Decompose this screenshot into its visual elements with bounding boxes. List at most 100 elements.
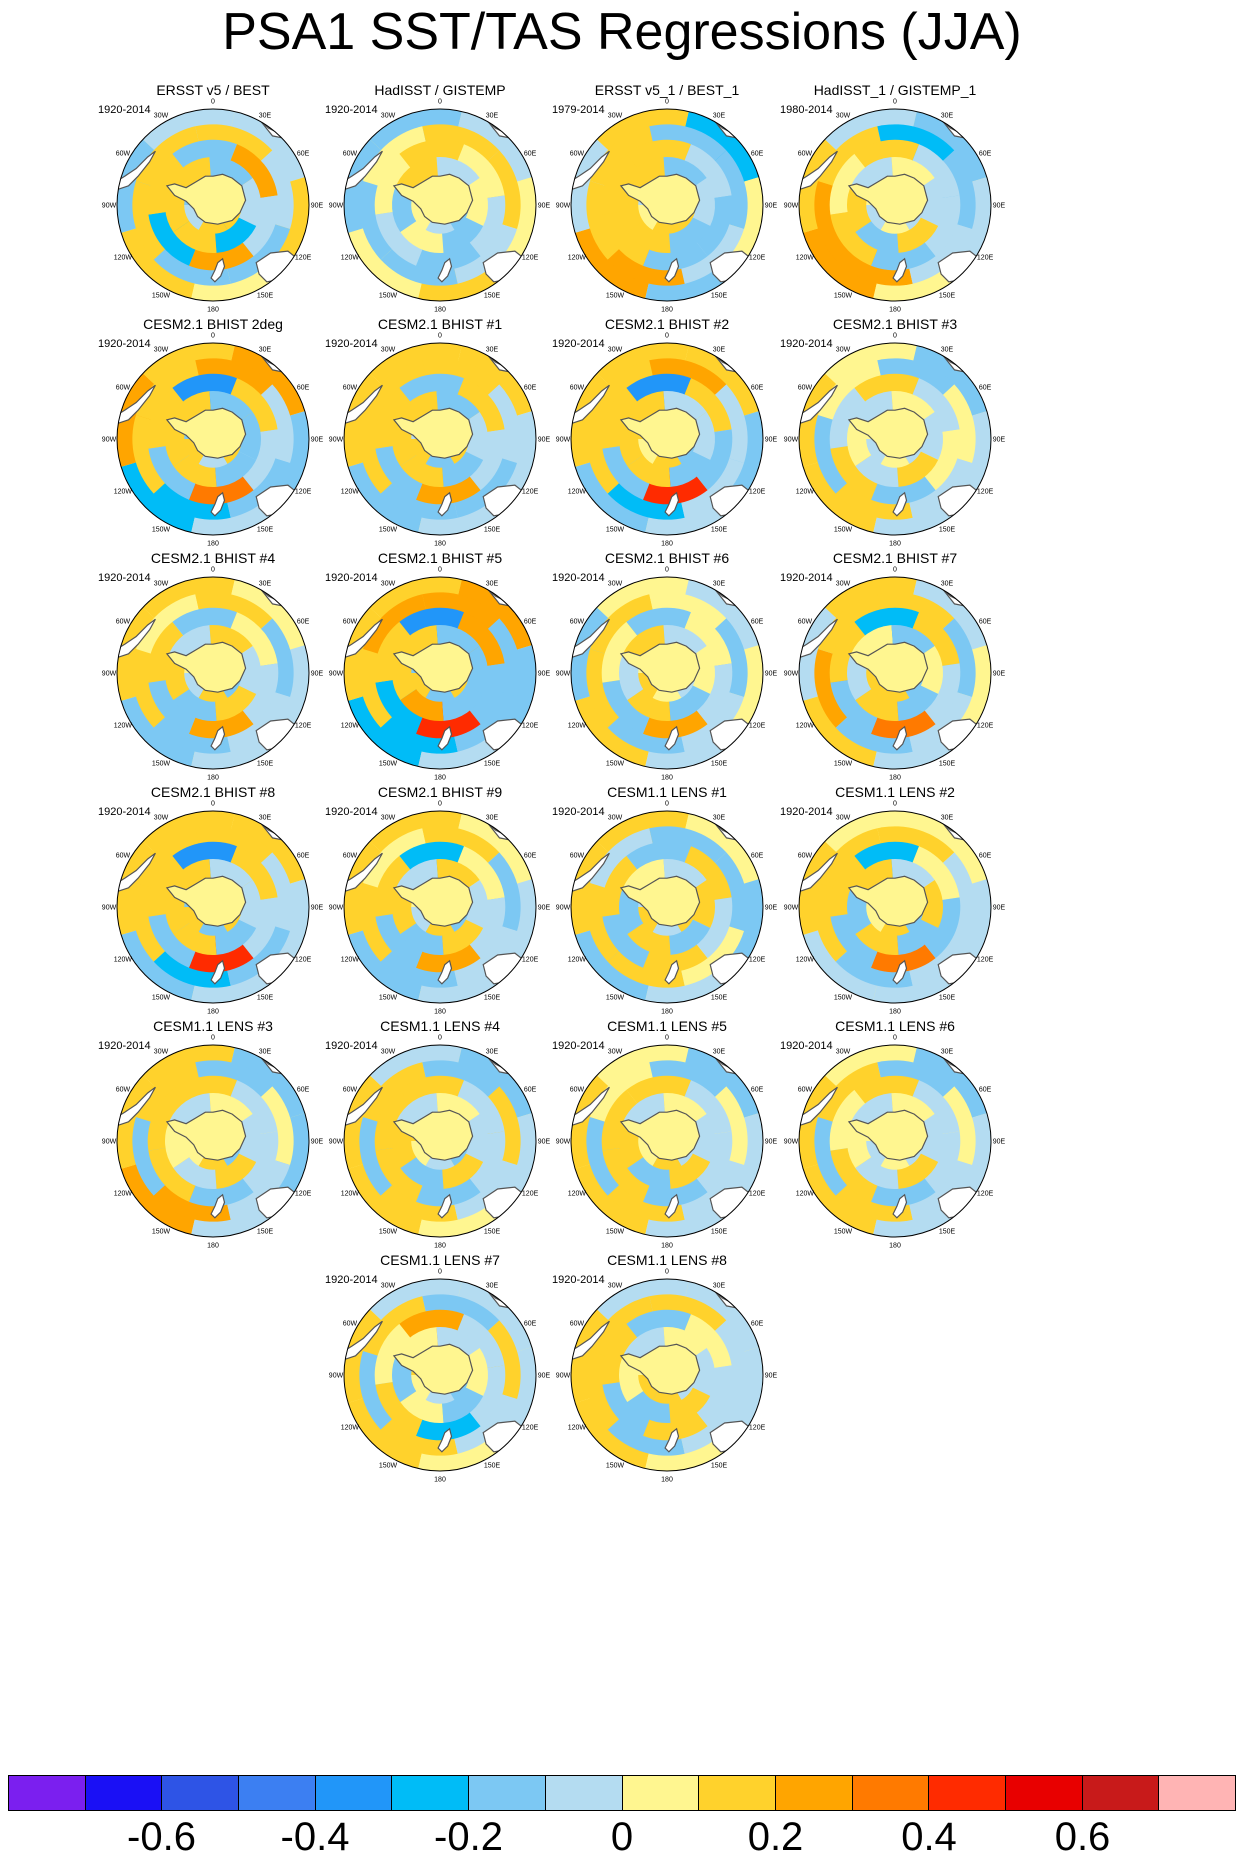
antarctica-outline <box>165 875 247 927</box>
longitude-label: 120E <box>977 489 994 496</box>
longitude-label: 30W <box>381 814 396 821</box>
map-panel: ERSST v5 / BEST 1920-2014 0 30E 60E 90E 120E 15… <box>78 82 348 352</box>
colorbar-swatch <box>9 1776 86 1810</box>
longitude-label: 120E <box>749 255 766 262</box>
panel-period: 1920-2014 <box>552 1040 605 1052</box>
longitude-label: 150W <box>834 1229 853 1236</box>
new-zealand-outline <box>664 725 680 751</box>
longitude-label: 150W <box>606 293 625 300</box>
new-zealand-outline <box>437 257 453 283</box>
new-zealand-outline <box>892 491 908 517</box>
map-panel: CESM2.1 BHIST #8 1920-2014 0 30E 60E 90E 120E 1… <box>78 784 348 1054</box>
longitude-label: 150E <box>484 761 501 768</box>
longitude-label: 30W <box>154 814 169 821</box>
panel-period: 1920-2014 <box>325 338 378 350</box>
longitude-label: 60W <box>343 385 358 392</box>
longitude-label: 120E <box>977 723 994 730</box>
longitude-label: 180 <box>661 1009 673 1016</box>
longitude-label: 30E <box>941 112 954 119</box>
panel-title: HadISST_1 / GISTEMP_1 <box>813 82 977 98</box>
map-boundary <box>343 1278 537 1472</box>
longitude-label: 30E <box>713 346 726 353</box>
longitude-label: 0 <box>211 567 215 574</box>
figure-title: PSA1 SST/TAS Regressions (JJA) <box>222 3 1022 61</box>
map-panel: CESM2.1 BHIST #7 1920-2014 0 30E 60E 90E 120E 1… <box>760 550 1030 820</box>
longitude-label: 0 <box>438 1035 442 1042</box>
longitude-label: 60E <box>524 619 537 626</box>
colorbar-swatch <box>929 1776 1006 1810</box>
panel-period: 1920-2014 <box>325 1040 378 1052</box>
new-zealand-outline <box>664 257 680 283</box>
longitude-label: 30W <box>381 1048 396 1055</box>
colorbar-swatch <box>162 1776 240 1810</box>
longitude-label: 30E <box>713 1048 726 1055</box>
panel-period: 1980-2014 <box>780 104 833 116</box>
antarctica-outline <box>392 641 474 693</box>
longitude-label: 60E <box>297 619 310 626</box>
longitude-label: 60E <box>524 853 537 860</box>
longitude-label: 30E <box>713 814 726 821</box>
longitude-label: 180 <box>434 775 446 782</box>
longitude-label: 60E <box>751 619 764 626</box>
colorbar-swatch <box>545 1776 623 1810</box>
longitude-label: 90W <box>102 203 117 210</box>
longitude-label: 120E <box>977 1191 994 1198</box>
new-zealand-outline <box>210 491 226 517</box>
longitude-label: 90E <box>765 1373 778 1380</box>
longitude-label: 60W <box>343 853 358 860</box>
longitude-label: 90E <box>993 437 1006 444</box>
longitude-label: 120W <box>341 1191 360 1198</box>
longitude-label: 0 <box>665 1269 669 1276</box>
longitude-label: 150W <box>834 527 853 534</box>
longitude-label: 60E <box>751 151 764 158</box>
map-panel: CESM2.1 BHIST #5 1920-2014 0 30E 60E 90E 120E 1… <box>305 550 575 820</box>
longitude-label: 0 <box>893 567 897 574</box>
panel-title: CESM2.1 BHIST #8 <box>150 784 276 800</box>
colorbar-tick-label: 0.4 <box>901 1815 957 1859</box>
south-america-outline <box>344 150 383 191</box>
panel-title: CESM1.1 LENS #7 <box>380 1252 500 1268</box>
new-zealand-outline <box>892 257 908 283</box>
polar-map: 0 30E 60E 90E 120E 150E 180 150W 120W 90W 60W 30W <box>556 333 778 548</box>
longitude-label: 60E <box>297 151 310 158</box>
longitude-label: 90W <box>556 905 571 912</box>
panel-period: 1920-2014 <box>780 1040 833 1052</box>
antarctica-outline <box>847 407 929 459</box>
colorbar-swatch <box>469 1776 546 1810</box>
polar-map: 0 30E 60E 90E 120E 150E 180 150W 120W 90W 60W 30W <box>784 99 1006 314</box>
longitude-label: 90W <box>102 1139 117 1146</box>
map-boundary <box>570 342 764 536</box>
panel-title: CESM1.1 LENS #3 <box>153 1018 273 1034</box>
colorbar-swatch <box>1082 1776 1160 1810</box>
longitude-label: 150E <box>711 1463 728 1470</box>
polar-map: 0 30E 60E 90E 120E 150E 180 150W 120W 90W 60W 30W <box>556 1269 778 1484</box>
longitude-label: 0 <box>211 333 215 340</box>
new-zealand-outline <box>437 725 453 751</box>
longitude-label: 30W <box>381 580 396 587</box>
south-america-outline <box>344 384 383 425</box>
longitude-label: 90E <box>311 905 324 912</box>
longitude-label: 30E <box>259 814 272 821</box>
longitude-label: 60E <box>524 151 537 158</box>
longitude-label: 60W <box>116 619 131 626</box>
longitude-label: 30W <box>154 346 169 353</box>
antarctica-outline <box>165 1109 247 1161</box>
south-america-outline <box>344 1320 383 1361</box>
panel-period: 1920-2014 <box>98 572 151 584</box>
longitude-label: 60E <box>979 385 992 392</box>
longitude-label: 120E <box>977 255 994 262</box>
longitude-label: 150E <box>939 527 956 534</box>
south-america-outline <box>344 852 383 893</box>
longitude-label: 0 <box>438 99 442 106</box>
map-boundary <box>116 810 310 1004</box>
panel-period: 1920-2014 <box>98 338 151 350</box>
longitude-label: 150W <box>379 995 398 1002</box>
map-boundary <box>570 1278 764 1472</box>
longitude-label: 30W <box>154 112 169 119</box>
longitude-label: 120E <box>522 723 539 730</box>
colorbar-swatch <box>852 1776 930 1810</box>
longitude-label: 150W <box>152 995 171 1002</box>
longitude-label: 180 <box>889 541 901 548</box>
longitude-label: 120W <box>568 255 587 262</box>
longitude-label: 120W <box>341 723 360 730</box>
